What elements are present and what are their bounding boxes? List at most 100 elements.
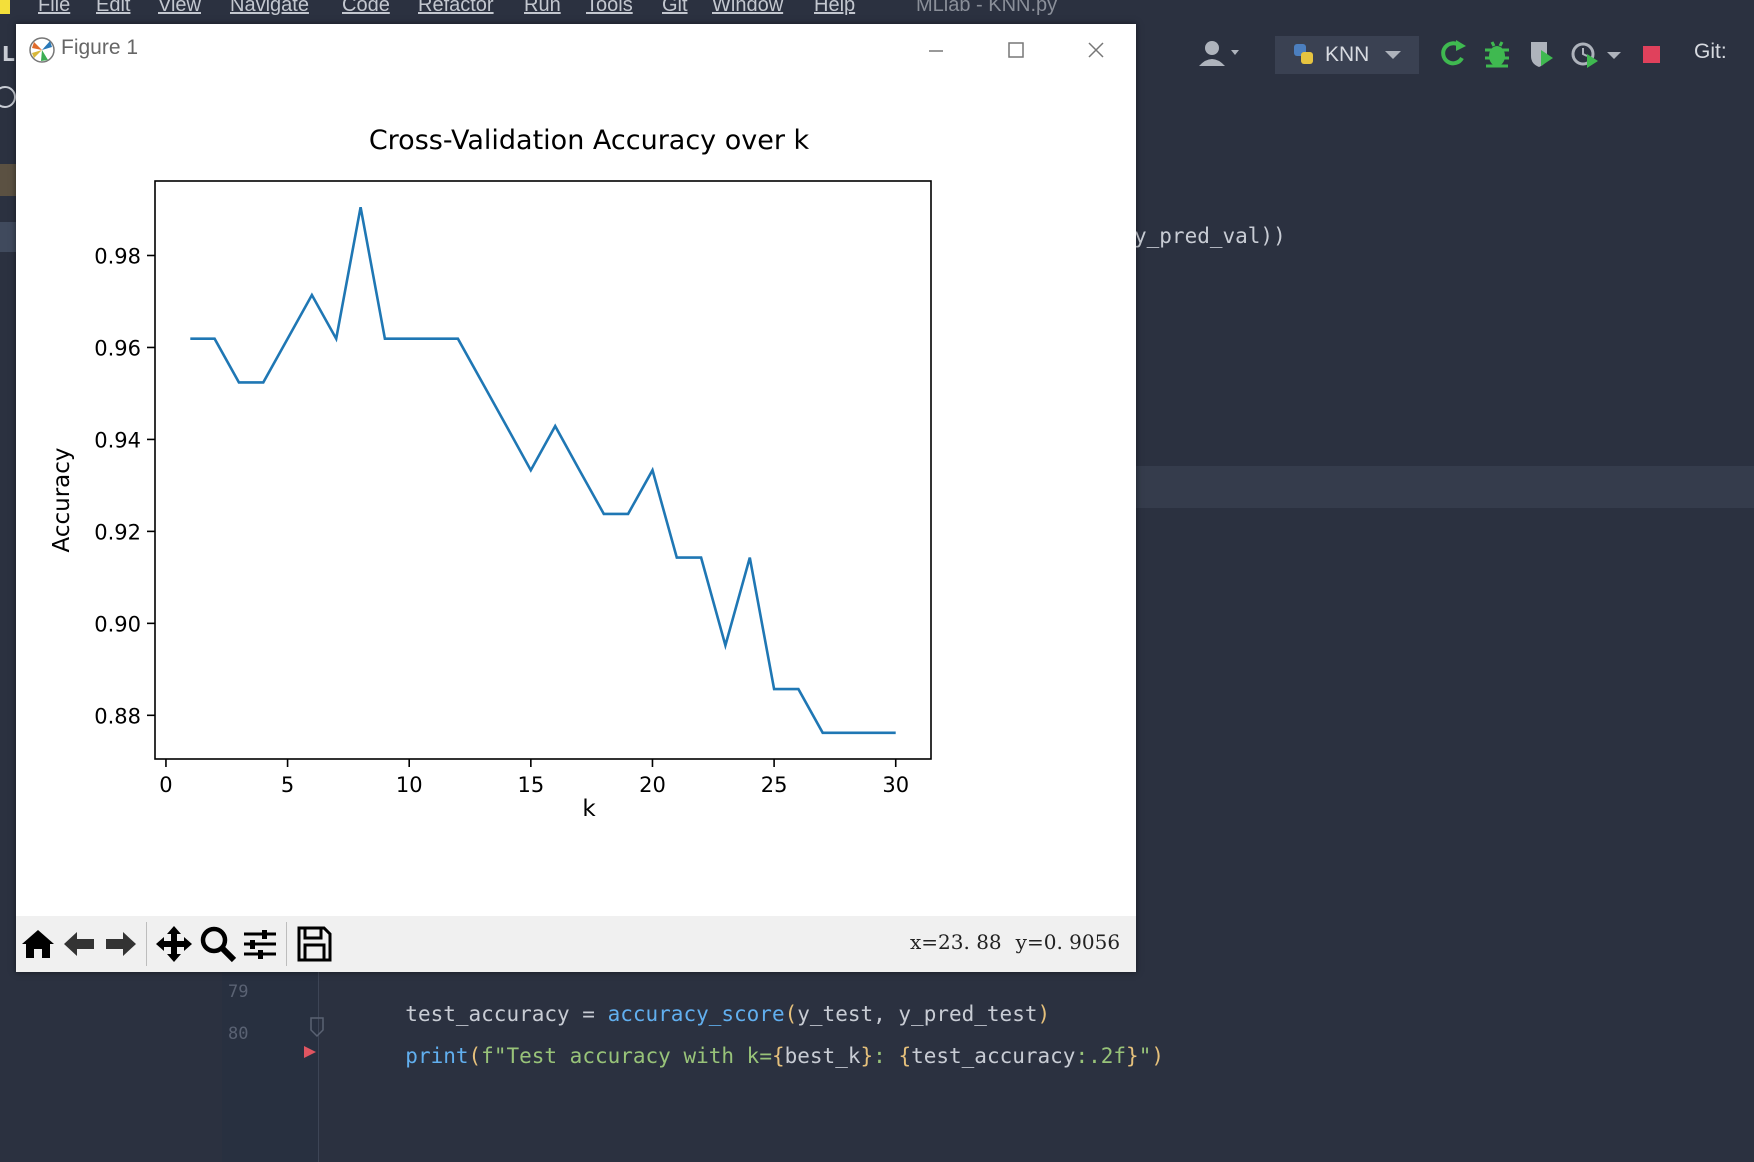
ide-window-title: MLlab - KNN.py — [916, 0, 1058, 16]
code-token: : — [873, 1044, 899, 1068]
maximize-icon — [1008, 42, 1024, 58]
code-token: best_k — [784, 1044, 861, 1068]
cursor-coordinates: x=23. 88 y=0. 9056 — [910, 930, 1134, 954]
chevron-down-icon — [1385, 51, 1402, 59]
y-tick-label: 0.98 — [94, 244, 141, 268]
gutter-divider — [318, 968, 319, 1162]
maximize-button[interactable] — [1000, 34, 1032, 66]
y-tick-label: 0.90 — [94, 612, 141, 636]
chevron-down-icon[interactable] — [1604, 36, 1624, 72]
left-edge-label: L — [2, 42, 15, 66]
ide-logo-icon — [0, 0, 10, 14]
code-token: accuracy_score — [607, 1002, 785, 1026]
rerun-icon[interactable] — [1436, 36, 1470, 72]
code-token: " — [1138, 1044, 1152, 1068]
x-tick-label: 0 — [159, 773, 172, 797]
back-icon[interactable] — [60, 924, 100, 964]
chart-title: Cross-Validation Accuracy over k — [369, 125, 810, 156]
menu-tools[interactable]: Tools — [586, 0, 633, 16]
editor-gutter — [222, 968, 318, 1162]
save-icon[interactable] — [294, 924, 334, 964]
matplotlib-logo-icon — [29, 37, 55, 63]
zoom-icon[interactable] — [198, 924, 238, 964]
line-number: 80 — [228, 1024, 249, 1044]
toolbar-separator — [286, 922, 287, 966]
plot-canvas[interactable]: Cross-Validation Accuracy over k k Accur… — [16, 76, 1136, 916]
tool-strip-marker — [0, 164, 16, 196]
menu-view[interactable]: View — [158, 0, 201, 16]
x-tick-label: 15 — [517, 773, 544, 797]
code-token: f"Test accuracy with k= — [481, 1044, 772, 1068]
menu-help[interactable]: Help — [814, 0, 856, 16]
code-token: } — [1126, 1044, 1139, 1068]
code-token: { — [771, 1044, 785, 1068]
editor-area — [1134, 128, 1754, 1162]
cursor-x-readout: x=23. 88 — [910, 930, 1002, 954]
close-button[interactable] — [1080, 34, 1112, 66]
y-tick-label: 0.96 — [94, 336, 141, 360]
y-tick-label: 0.94 — [94, 428, 141, 452]
accuracy-series-line — [190, 206, 896, 735]
x-tick-label: 25 — [761, 773, 788, 797]
code-token: :.2f — [1075, 1044, 1127, 1068]
tool-strip-marker — [0, 222, 16, 252]
line-number: 79 — [228, 982, 249, 1002]
code-token: ( — [468, 1044, 482, 1068]
code-token: print — [405, 1044, 469, 1068]
home-icon[interactable] — [18, 924, 58, 964]
menu-navigate[interactable]: Navigate — [230, 0, 309, 16]
figure-window-title: Figure 1 — [61, 36, 139, 59]
figure-window: Figure 1 Cross-Validation Accuracy over … — [16, 24, 1136, 972]
y-tick-label: 0.92 — [94, 520, 141, 544]
stop-icon[interactable] — [1636, 36, 1666, 72]
x-axis-label: k — [582, 796, 596, 822]
project-tool-strip: L — [0, 22, 16, 1162]
code-token: ) — [1151, 1044, 1165, 1068]
x-tick-label: 10 — [396, 773, 423, 797]
run-configuration-label: KNN — [1325, 43, 1370, 66]
menu-refactor[interactable]: Refactor — [418, 0, 494, 16]
cursor-y-readout: y=0. 9056 — [1015, 930, 1121, 954]
code-token: } — [860, 1044, 874, 1068]
code-token: ( — [784, 1002, 798, 1026]
menu-git[interactable]: Git — [662, 0, 688, 16]
code-fragment-text: y_pred_val)) — [1134, 224, 1286, 248]
add-circle-icon[interactable] — [0, 86, 16, 108]
menu-code[interactable]: Code — [342, 0, 390, 16]
menu-file[interactable]: File — [38, 0, 71, 16]
pan-icon[interactable] — [154, 924, 194, 964]
editor-current-line-highlight — [1134, 466, 1754, 508]
fold-icon[interactable] — [308, 1016, 326, 1038]
code-token: ) — [1037, 1002, 1051, 1026]
run-gutter-icon[interactable] — [302, 1044, 318, 1060]
minimize-button[interactable] — [920, 34, 952, 66]
configure-subplots-icon[interactable] — [240, 924, 280, 964]
axis-ticks: 0 5 10 15 20 25 30 0.88 0.90 0.92 0.94 0.96 0.98 — [94, 244, 909, 797]
profile-icon[interactable] — [1568, 36, 1602, 72]
code-fragment: y_pred_val)) — [1134, 224, 1286, 248]
menu-edit[interactable]: Edit — [96, 0, 131, 16]
x-tick-label: 20 — [639, 773, 666, 797]
code-line: test_accuracy = accuracy_score(y_test, y… — [380, 978, 1050, 1026]
navigation-toolbar — [16, 916, 1136, 972]
menu-window[interactable]: Window — [712, 0, 784, 16]
forward-icon[interactable] — [100, 924, 140, 964]
y-axis-label: Accuracy — [49, 447, 75, 552]
run-with-coverage-icon[interactable] — [1524, 36, 1558, 72]
code-line: print(f"Test accuracy with k={best_k}: {… — [380, 1020, 1164, 1068]
run-configuration-select[interactable]: KNN — [1275, 36, 1419, 74]
code-token: test_accuracy — [911, 1044, 1076, 1068]
figure-titlebar[interactable]: Figure 1 — [16, 24, 1136, 76]
close-icon — [1088, 42, 1104, 58]
y-tick-label: 0.88 — [94, 704, 141, 728]
axes-frame — [154, 180, 932, 760]
debug-icon[interactable] — [1480, 36, 1514, 72]
ide-toolbar — [1134, 22, 1754, 108]
code-token: y_test, y_pred_test — [797, 1002, 1038, 1026]
python-icon — [1294, 44, 1313, 64]
x-tick-label: 5 — [281, 773, 294, 797]
git-label[interactable]: Git: — [1694, 40, 1727, 63]
user-account-icon[interactable] — [1195, 36, 1245, 72]
code-token: test_accuracy = — [405, 1002, 608, 1026]
menu-run[interactable]: Run — [524, 0, 561, 16]
